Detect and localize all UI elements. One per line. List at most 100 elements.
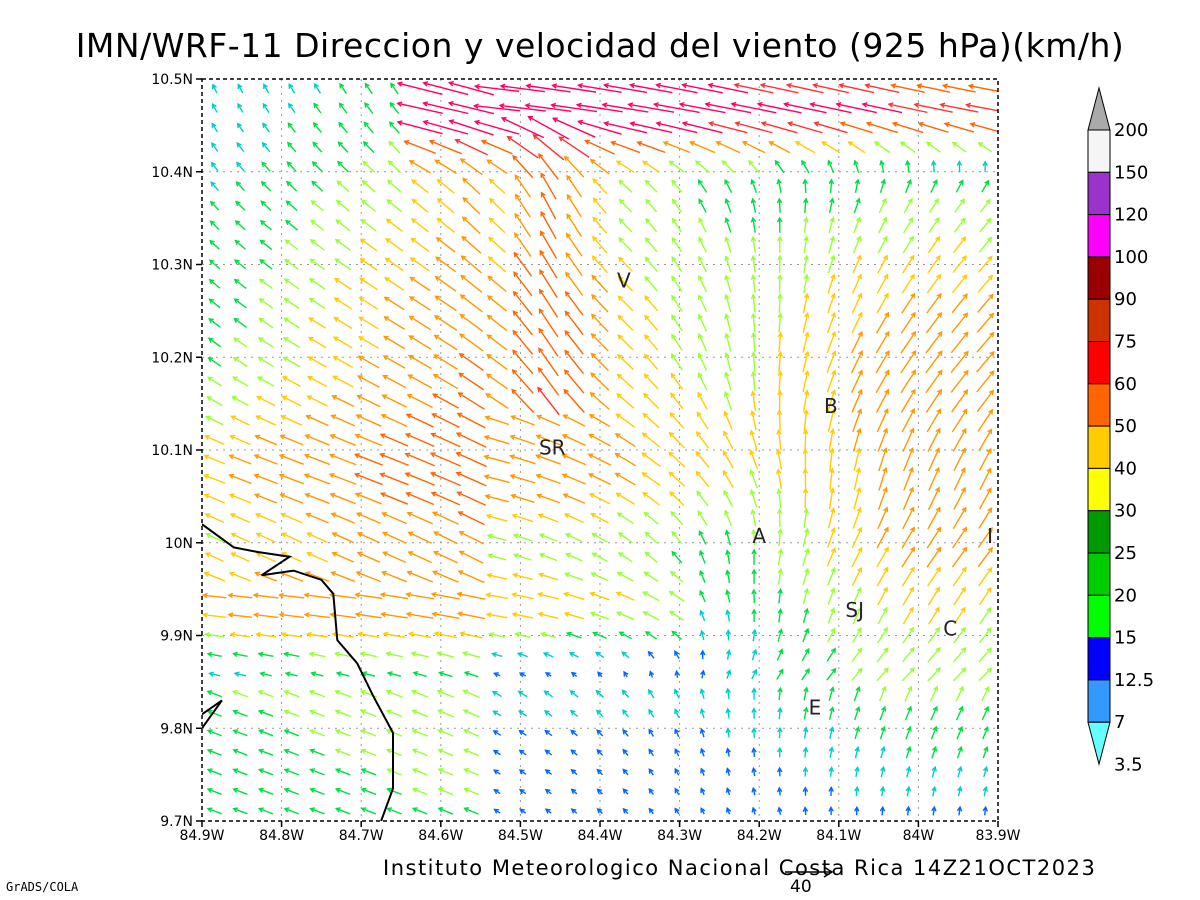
wind-vector xyxy=(385,238,404,252)
wind-vector xyxy=(802,806,809,815)
wind-vector xyxy=(565,251,583,277)
wind-vector xyxy=(455,471,487,487)
wind-vector xyxy=(232,651,248,658)
wind-vector xyxy=(357,355,380,369)
wind-vector xyxy=(330,512,355,524)
wind-vector xyxy=(750,312,757,333)
wind-vector xyxy=(751,628,758,642)
wind-vector xyxy=(751,707,757,719)
wind-vector xyxy=(359,238,378,252)
wind-vector xyxy=(751,668,758,680)
wind-vector xyxy=(564,533,583,543)
wind-vector xyxy=(751,608,757,622)
wind-vector xyxy=(668,431,685,449)
wind-vector xyxy=(356,551,381,563)
wind-vector xyxy=(204,631,225,638)
wind-vector xyxy=(622,709,629,718)
wind-vector xyxy=(406,511,434,525)
station-label: C xyxy=(943,617,957,641)
wind-vector xyxy=(510,493,535,503)
wind-vector xyxy=(622,807,629,815)
wind-vector xyxy=(592,177,608,195)
wind-vector xyxy=(430,432,461,448)
wind-vector xyxy=(411,807,428,815)
wind-vector xyxy=(382,631,406,639)
wind-vector xyxy=(564,572,584,581)
wind-vector xyxy=(902,427,915,452)
wind-vector xyxy=(228,571,252,582)
wind-vector xyxy=(617,275,634,292)
wind-vector xyxy=(734,121,773,134)
wind-vector xyxy=(725,707,731,719)
wind-vector xyxy=(750,274,757,293)
wind-vector xyxy=(802,369,810,393)
wind-vector xyxy=(926,546,942,568)
wind-vector xyxy=(473,119,520,135)
wind-vector xyxy=(956,725,964,740)
wind-vector xyxy=(828,726,835,739)
wind-vector xyxy=(538,288,559,318)
wind-vector xyxy=(539,269,558,299)
wind-vector xyxy=(463,768,480,776)
wind-vector xyxy=(782,101,827,114)
y-tick-label: 10.1N xyxy=(151,443,193,459)
wind-vector xyxy=(902,586,914,606)
wind-vector xyxy=(647,688,655,699)
wind-vector xyxy=(622,748,629,757)
wind-vector xyxy=(386,199,403,213)
wind-vector xyxy=(286,161,297,173)
wind-vector xyxy=(334,768,351,776)
wind-vector xyxy=(977,142,993,153)
chart-title: IMN/WRF-11 Direccion y velocidad del vie… xyxy=(75,26,1125,65)
wind-vector xyxy=(776,786,783,796)
wind-vector xyxy=(902,506,915,530)
wind-vector xyxy=(551,83,597,93)
colorbar-label: 15 xyxy=(1114,628,1137,649)
wind-vector xyxy=(233,298,247,309)
wind-vector xyxy=(462,728,480,737)
wind-vector xyxy=(751,568,757,584)
wind-vector xyxy=(700,669,706,679)
y-tick-label: 10.5N xyxy=(151,72,193,88)
wind-vector xyxy=(618,217,633,233)
wind-vector xyxy=(648,787,654,795)
wind-vector xyxy=(232,768,248,776)
wind-vector xyxy=(550,102,598,113)
wind-vector xyxy=(592,197,607,214)
wind-vector xyxy=(724,178,733,193)
wind-vector xyxy=(929,685,939,702)
wind-vector xyxy=(803,706,809,720)
wind-vector xyxy=(237,83,244,94)
wind-vector xyxy=(645,217,658,233)
wind-vector xyxy=(437,807,454,815)
wind-vector xyxy=(333,297,353,310)
wind-vector xyxy=(485,592,509,600)
wind-vector xyxy=(644,256,658,272)
wind-vector xyxy=(952,526,968,549)
wind-vector xyxy=(284,671,298,677)
wind-vector xyxy=(565,271,584,296)
wind-vector xyxy=(309,729,325,737)
wind-vector xyxy=(952,506,967,530)
y-tick-label: 9.9N xyxy=(160,629,193,645)
wind-vector xyxy=(928,466,940,491)
wind-vector xyxy=(616,373,635,390)
wind-vector xyxy=(977,546,993,568)
wind-vector xyxy=(956,160,963,173)
wind-vector xyxy=(622,768,629,776)
wind-vector xyxy=(854,725,861,740)
coastline-path xyxy=(202,523,394,821)
colorbar-label: 75 xyxy=(1114,332,1137,353)
wind-vector xyxy=(587,453,612,466)
wind-vector xyxy=(952,427,967,452)
wind-vector xyxy=(335,671,350,677)
wind-vector xyxy=(801,159,810,174)
wind-vector xyxy=(211,141,219,152)
wind-vector xyxy=(875,330,890,354)
wind-vector xyxy=(821,141,841,154)
wind-vector xyxy=(205,415,224,426)
wind-vector xyxy=(486,353,508,371)
wind-vector xyxy=(280,415,303,427)
wind-vector xyxy=(648,748,655,757)
station-label: A xyxy=(752,524,766,548)
